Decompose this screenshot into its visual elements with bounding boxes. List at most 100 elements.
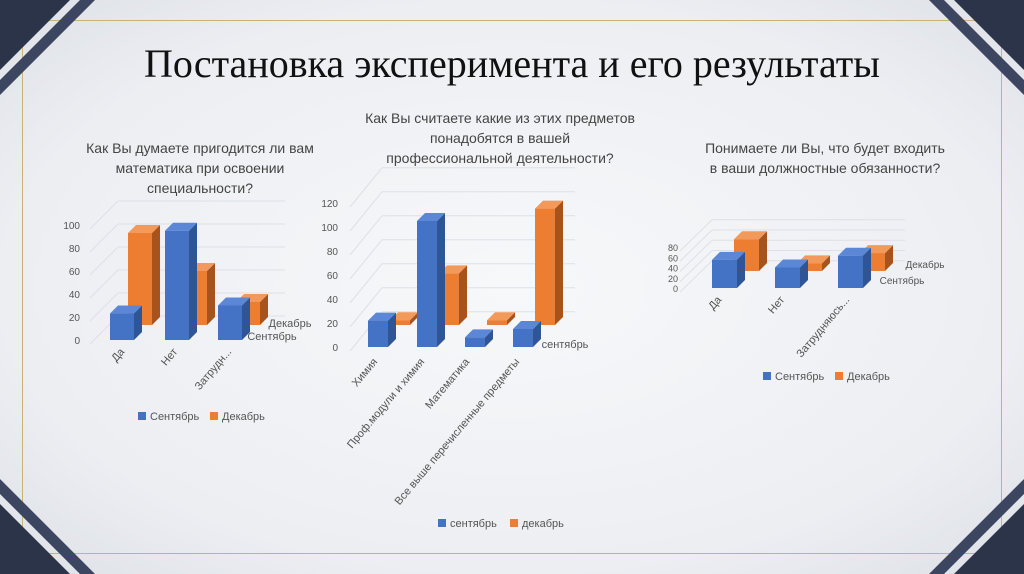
chart1-bar-sep-top [218, 297, 250, 306]
chart3-legend-swatch [835, 372, 843, 380]
chart2-category-label: Проф.модули и химия [345, 356, 427, 451]
chart2-bar-sep-top [417, 213, 445, 221]
chart1-gridline-side [89, 292, 119, 322]
chart3-depth-label: Сентябрь [880, 275, 925, 287]
chart3-depth-label: Декабрь [906, 259, 945, 271]
chart2-category-label: Химия [350, 356, 381, 389]
chart3-bar-sep-side [863, 247, 871, 288]
chart3-gridline-side [679, 239, 713, 272]
chart2-bar-dec [487, 320, 507, 325]
chart3-legend-swatch [763, 372, 771, 380]
chart1-legend-label: Сентябрь [150, 411, 200, 423]
chart2-bar-sep-side [388, 312, 396, 347]
chart2-bar-dec-side [507, 312, 515, 325]
chart1-bar-dec-side [260, 294, 268, 325]
chart1-bar-sep-side [189, 222, 197, 340]
chart1-ytick: 80 [69, 244, 81, 255]
chart2-bar-dec-top [487, 312, 515, 321]
chart1-legend-swatch [138, 412, 146, 420]
chart1-bar-sep-side [134, 305, 142, 340]
chart2-ytick: 80 [327, 247, 339, 258]
chart3-bar-sep-side [800, 259, 808, 288]
chart3-bar-sep [775, 267, 800, 288]
chart3-ytick: 40 [668, 264, 678, 274]
chart1-gridline-side [89, 246, 119, 276]
chart1-bar-sep [165, 230, 189, 340]
chart2-bar-dec-top [535, 200, 563, 209]
chart2-bar-sep-top [513, 321, 541, 329]
chart3-ytick: 0 [673, 284, 678, 294]
chart3-bar-dec [797, 263, 822, 271]
chart2-bar-sep [513, 329, 533, 347]
chart2-ytick: 120 [321, 199, 338, 210]
chart2-bar-dec-side [555, 200, 563, 325]
chart2-bar-dec-side [459, 265, 467, 325]
chart1-bar-sep-top [165, 222, 197, 231]
chart2-gridline-side [349, 215, 383, 256]
chart3-bar-dec-side [822, 255, 830, 271]
chart1-bar-dec-side [152, 225, 160, 325]
chart3-legend-label: Декабрь [847, 371, 890, 383]
chart1-gridline-side [89, 223, 119, 253]
chart3-bar-dec-top [734, 231, 767, 240]
chart2-legend-swatch [510, 519, 518, 527]
chart3-gridline-side [679, 260, 713, 293]
chart3-ytick: 80 [668, 243, 678, 253]
chart2-gridline-side [349, 287, 383, 328]
chart2-bar-sep [417, 221, 437, 347]
chart1-title: Как Вы думаете пригодится ли вам математ… [86, 140, 314, 196]
chart3-bar-sep [712, 259, 737, 288]
chart1-legend-swatch [210, 412, 218, 420]
chart1-ytick: 20 [69, 313, 81, 324]
chart3-bar-sep-top [712, 251, 745, 260]
chart1-ytick: 40 [69, 290, 81, 301]
chart2-ytick: 0 [332, 343, 338, 354]
chart2-bar-dec-top [390, 312, 418, 321]
chart3-gridline-side [679, 250, 713, 283]
chart3-ytick: 60 [668, 253, 678, 263]
chart2-gridline-side [349, 191, 383, 232]
chart2-bar-dec-top [439, 265, 467, 274]
chart2-bar-dec [535, 208, 555, 325]
chart3-category-label: Нет [766, 294, 787, 316]
chart2-bar-sep-side [437, 213, 445, 347]
chart2-legend-label: сентябрь [450, 518, 497, 530]
chart3-bar-sep [838, 255, 863, 288]
chart2-gridline-side [349, 239, 383, 280]
chart2-title: Как Вы считаете какие из этих предметов … [365, 110, 635, 166]
chart3-bar-dec-side [759, 231, 767, 271]
chart2-bar-dec [390, 320, 410, 325]
chart2-bar-sep [368, 320, 388, 347]
chart1-legend-label: Декабрь [222, 411, 265, 423]
chart1-category-label: Затрудн... [193, 346, 235, 392]
chart1-category-label: Да [109, 346, 127, 365]
chart1-depth-label: Сентябрь [247, 331, 297, 343]
chart3-legend-label: Сентябрь [775, 371, 825, 383]
chart1-bar-dec-top [128, 225, 160, 233]
chart2-category-label: Математика [423, 356, 473, 412]
chart2-depth-label: сентябрь [542, 339, 589, 351]
chart3-bar-dec-side [885, 245, 893, 271]
chart2-ytick: 20 [327, 319, 339, 330]
chart1-category-label: Нет [159, 346, 180, 368]
chart2-gridline-side [349, 167, 383, 208]
chart1-ytick: 60 [69, 267, 81, 278]
slide-frame [22, 20, 1002, 554]
chart2-bar-sep-side [533, 321, 541, 347]
chart3-title: Понимаете ли Вы, что будет входить в ваш… [705, 140, 945, 176]
chart1-bar-sep [218, 305, 242, 340]
chart2-ytick: 60 [327, 271, 339, 282]
chart2-legend-label: декабрь [522, 518, 564, 530]
chart3-bar-sep-side [737, 251, 745, 288]
chart3-category-label: Да [706, 294, 724, 313]
slide-title: Постановка эксперимента и его результаты [143, 41, 881, 86]
chart2-bar-sep-top [465, 329, 493, 338]
chart2-bar-sep [465, 337, 485, 347]
chart1-ytick: 0 [74, 336, 80, 347]
chart3-gridline-side [679, 229, 713, 262]
chart1-gridline-side [89, 269, 119, 299]
chart3-category-label: Затрудняюсь... [794, 294, 852, 360]
chart1-bar-sep [110, 313, 134, 340]
